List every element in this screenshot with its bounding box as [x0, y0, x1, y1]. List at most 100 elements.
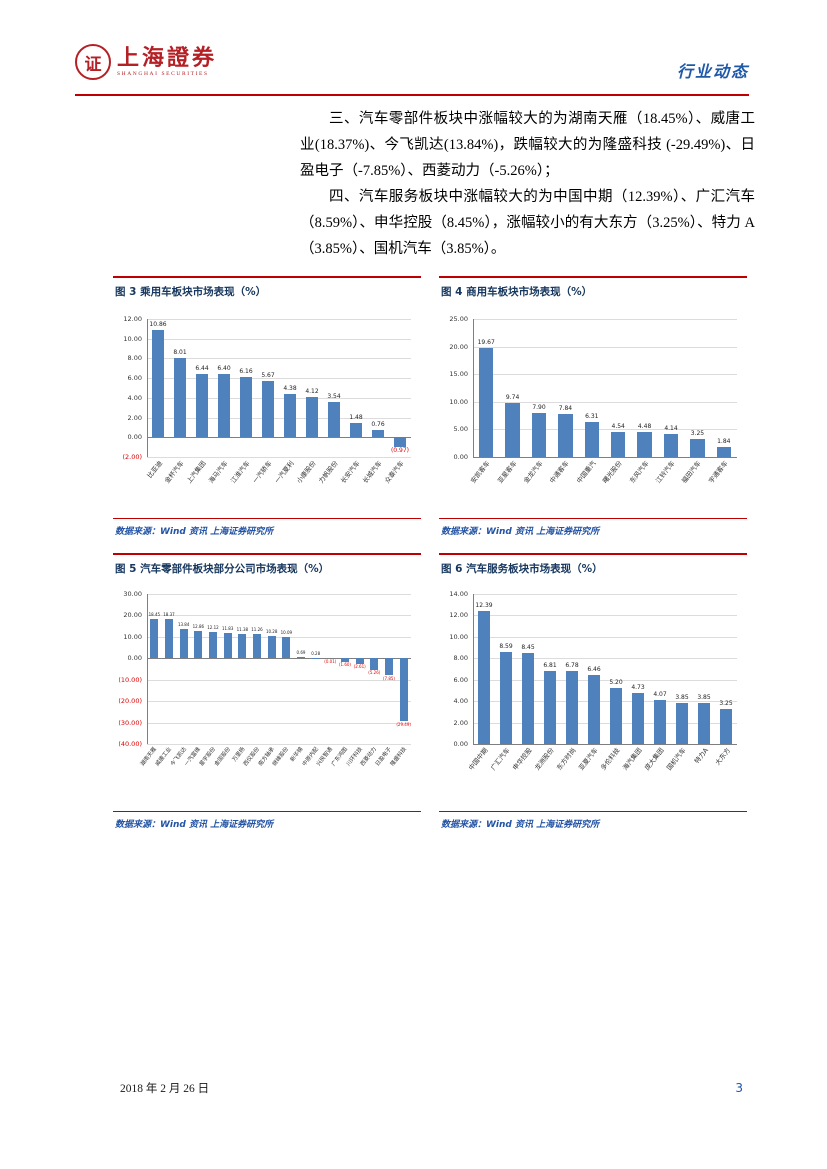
- bar-value-label: 3.25: [719, 700, 733, 708]
- bar: [716, 446, 732, 457]
- bar: [283, 394, 297, 438]
- paragraph-auto-service: 四、汽车服务板块中涨幅较大的为中国中期（12.39%）、广汇汽车（8.59%）、…: [300, 189, 755, 258]
- y-axis-tick-label: 4.00: [127, 393, 142, 402]
- bar-value-label: 4.12: [305, 387, 319, 395]
- bar-value-label: 3.85: [697, 693, 711, 701]
- y-axis-tick-label: (20.00): [118, 697, 142, 706]
- bar-value-label: 12.86: [192, 623, 205, 629]
- y-axis-tick-label: 2.00: [127, 413, 142, 422]
- page-number: 3: [735, 1081, 743, 1095]
- chart-title: 图 6 汽车服务板块市场表现（%）: [441, 563, 603, 575]
- bar: [521, 653, 535, 744]
- bar: [719, 709, 733, 744]
- y-axis-tick-label: (40.00): [118, 740, 142, 748]
- bar: [208, 632, 218, 659]
- gridline: [147, 722, 411, 724]
- bar-value-label: 0.28: [311, 650, 321, 656]
- gridline: [147, 594, 411, 595]
- bar: [478, 348, 494, 457]
- bar-value-label: 4.38: [283, 385, 297, 393]
- bar: [531, 413, 547, 457]
- y-axis-tick-label: 30.00: [123, 590, 142, 598]
- y-axis-line: [473, 594, 474, 744]
- bar: [194, 630, 203, 659]
- bar: [349, 422, 363, 438]
- y-axis-tick-label: 10.00: [449, 397, 468, 406]
- chart-block-auto-service: 图 6 汽车服务板块市场表现（%） 14.00 12.00 10.00 8.00 6.0…: [439, 553, 747, 832]
- gridline: [473, 722, 737, 724]
- page-header: 证 上海證券 SHANGHAI SECURITIES 行业动态: [75, 44, 749, 96]
- chart-title: 图 3 乘用车板块市场表现（%）: [115, 286, 267, 298]
- y-axis-tick-label: (30.00): [118, 718, 142, 727]
- bar: [195, 373, 209, 438]
- bar: [355, 658, 364, 664]
- gridline: [147, 615, 411, 617]
- gridline: [473, 346, 737, 348]
- bar: [311, 657, 320, 659]
- bar: [697, 702, 711, 744]
- y-axis-tick-label: 10.00: [123, 632, 142, 641]
- bar-value-label: 8.59: [499, 642, 513, 650]
- y-axis-tick-label: 0.00: [453, 740, 468, 748]
- gridline: [147, 679, 411, 681]
- logo-company-subtitle: SHANGHAI SECURITIES: [117, 70, 209, 77]
- bar: [371, 429, 385, 438]
- data-source-note: 数据来源：Wind 资讯 上海证券研究所: [115, 527, 274, 537]
- gridline: [473, 636, 737, 638]
- gridline: [147, 338, 411, 340]
- bar-value-label: 0.69: [296, 649, 306, 655]
- gridline: [473, 679, 737, 681]
- bar: [653, 700, 667, 744]
- bar-value-label: (2.61): [353, 664, 366, 670]
- bar-value-label: 3.85: [675, 693, 689, 701]
- gridline: [147, 397, 411, 399]
- bar: [370, 658, 379, 670]
- gridline: [473, 319, 737, 320]
- y-axis-tick-label: 10.00: [123, 334, 142, 343]
- bar-value-label: 0.76: [371, 420, 385, 428]
- bar-value-label: (1.60): [338, 662, 351, 668]
- bar-value-label: 11.26: [251, 627, 263, 633]
- bar-chart-auto-parts: 30.00 20.00 10.00 0.00 (10.00) (20.00) (30.00)…: [113, 584, 421, 806]
- bar-value-label: 3.54: [327, 393, 341, 401]
- chart-title: 图 5 汽车零部件板块部分公司市场表现（%）: [115, 563, 330, 575]
- bar: [296, 656, 306, 659]
- data-source-note: 数据来源：Wind 资讯 上海证券研究所: [441, 527, 600, 537]
- bar: [609, 688, 623, 744]
- company-logo: 证 上海證券 SHANGHAI SECURITIES: [75, 44, 217, 80]
- bar-value-label: 6.81: [543, 662, 557, 670]
- y-axis-tick-label: (2.00): [122, 453, 142, 461]
- source-divider: [113, 811, 421, 812]
- bar: [631, 693, 645, 744]
- bar: [690, 439, 705, 457]
- y-axis-tick-label: 12.00: [449, 611, 468, 620]
- bar-value-label: 6.78: [565, 662, 579, 670]
- logo-text: 上海證券 SHANGHAI SECURITIES: [117, 46, 217, 78]
- bar-value-label: (29.49): [396, 721, 411, 727]
- bar: [565, 671, 579, 744]
- bar-value-label: 9.74: [505, 394, 520, 402]
- bar-value-label: 3.25: [690, 430, 705, 438]
- bar: [252, 634, 262, 659]
- bar-value-label: (7.85): [382, 675, 395, 681]
- bar-value-label: 4.54: [611, 422, 625, 430]
- bar-value-label: 18.45: [148, 611, 161, 617]
- bar-value-label: 11.38: [236, 626, 249, 632]
- paragraph-auto-parts: 三、汽车零部件板块中涨幅较大的为湖南天雁（18.45%）、威唐工业(18.37%…: [300, 111, 755, 180]
- bar: [305, 396, 319, 438]
- bar: [223, 632, 232, 659]
- y-axis-tick-label: 25.00: [449, 315, 468, 323]
- gridline: [147, 701, 411, 703]
- bar-value-label: 11.83: [221, 625, 234, 631]
- bar: [261, 381, 275, 438]
- charts-grid: 图 3 乘用车板块市场表现（%） 12.00 10.00 8.00 6.00 4.00 2…: [113, 276, 747, 832]
- bar-value-label: 4.14: [664, 425, 678, 433]
- bar: [217, 374, 231, 438]
- bar: [173, 358, 187, 438]
- bar: [610, 431, 626, 457]
- y-axis-line: [473, 319, 474, 457]
- bar: [282, 636, 291, 659]
- source-divider: [439, 811, 747, 812]
- data-source-note: 数据来源：Wind 资讯 上海证券研究所: [115, 820, 274, 830]
